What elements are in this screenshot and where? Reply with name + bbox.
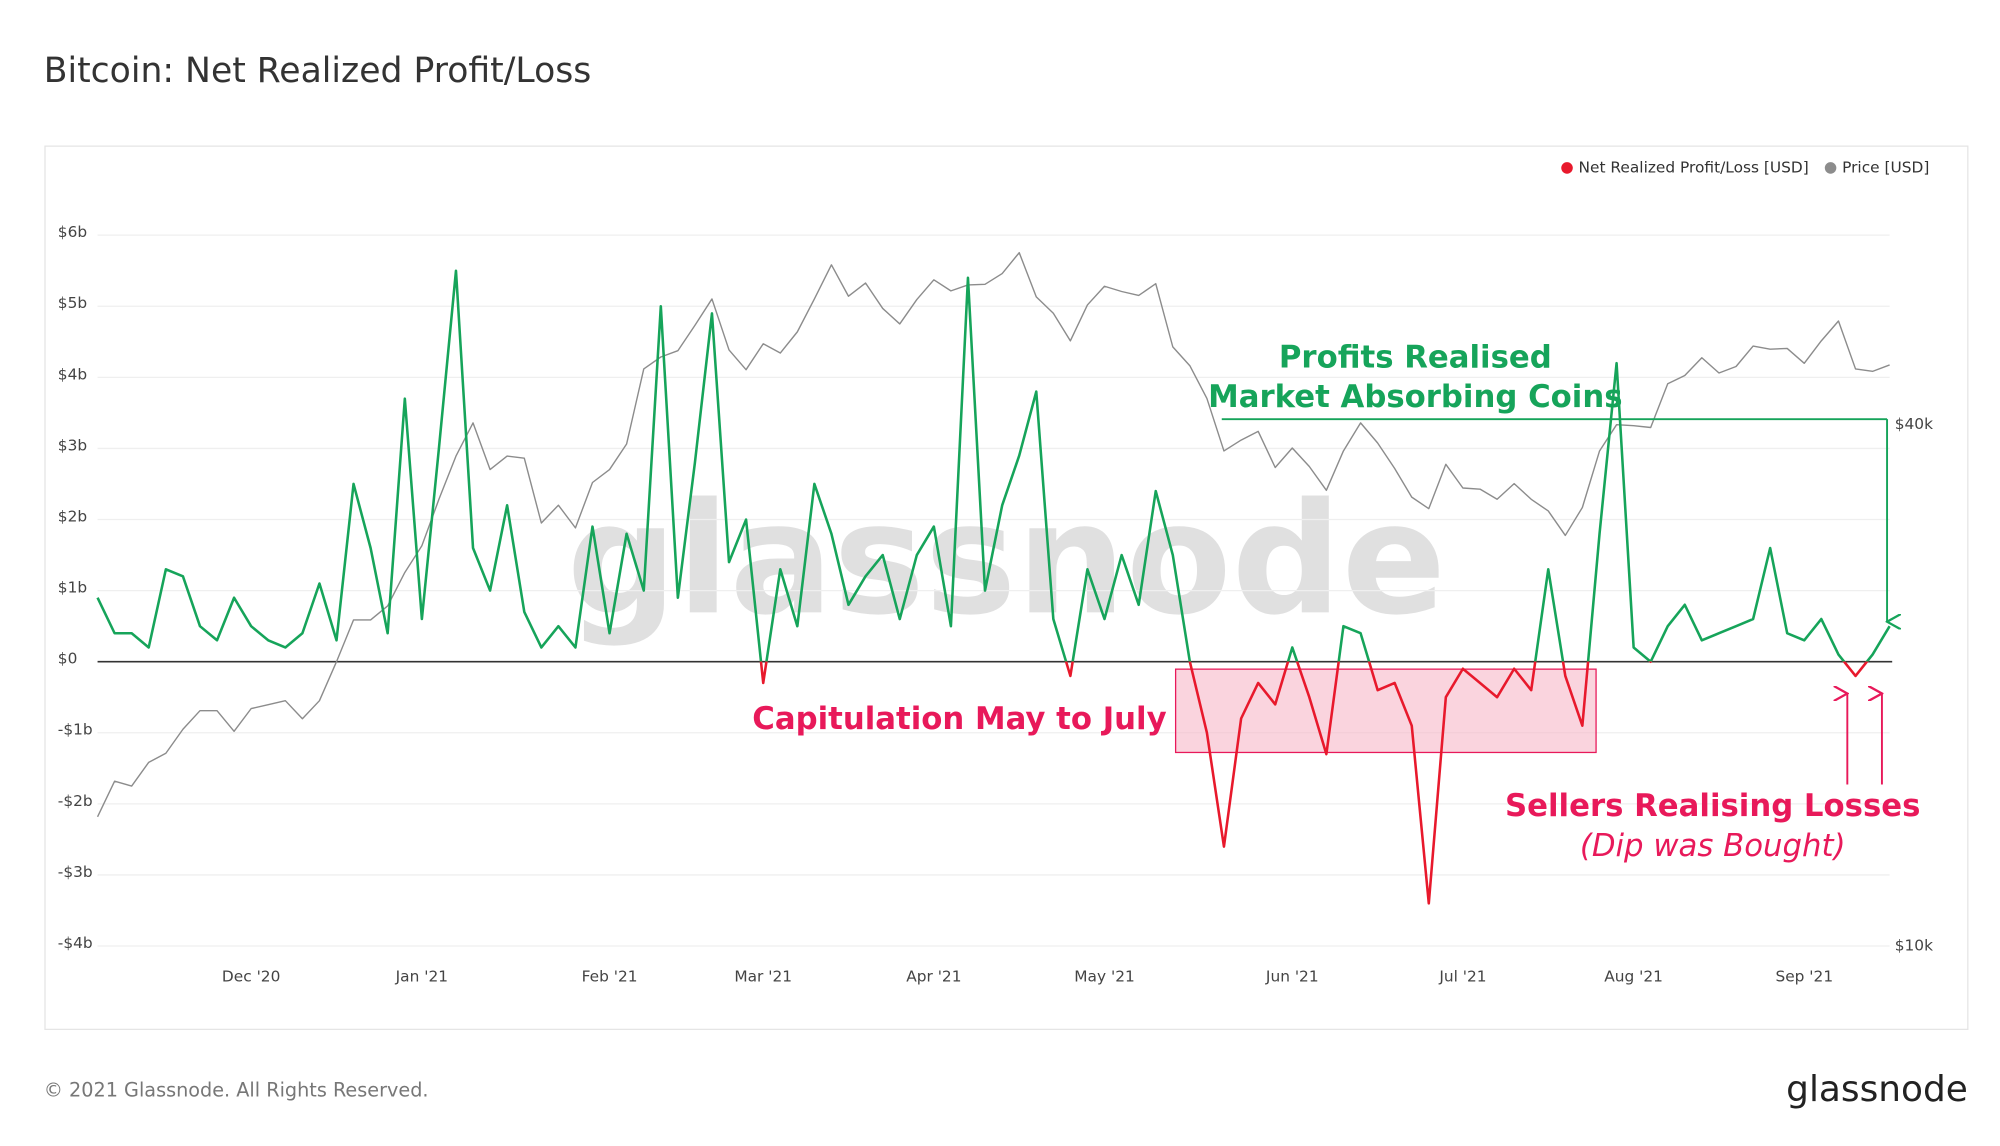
y-tick-label: $5b [58,294,87,312]
legend-swatch [1824,162,1837,174]
y-tick-label: $4b [58,365,87,383]
y-tick-label: $2b [58,507,87,525]
copyright: © 2021 Glassnode. All Rights Reserved. [44,1078,429,1101]
annotation: Sellers Realising Losses [1505,788,1920,824]
y-tick-label: $3b [58,436,87,454]
annotation: (Dip was Bought) [1580,828,1846,864]
y-tick-label: -$2b [58,792,93,810]
chart-title: Bitcoin: Net Realized Profit/Loss [44,51,592,91]
plot-frame [44,145,1969,1030]
logo: glassnode [1786,1069,1968,1110]
annotation: Market Absorbing Coins [1208,379,1622,415]
y-tick-label: $0 [58,650,78,668]
series-line [96,269,1891,905]
y-tick-label: -$1b [58,721,93,739]
annotation: Capitulation May to July [752,701,1166,737]
x-tick-label: Dec '20 [222,967,280,985]
x-tick-label: Jan '21 [395,967,448,985]
legend-label: Price [USD] [1842,158,1929,176]
x-tick-label: Aug '21 [1604,967,1663,985]
legend-swatch [1561,162,1573,174]
y2-tick-label: $40k [1895,415,1933,433]
annotation: Profits Realised [1279,339,1552,375]
series-line [96,251,1890,818]
x-tick-label: Sep '21 [1775,967,1833,985]
x-tick-label: May '21 [1074,967,1134,985]
legend-label: Net Realized Profit/Loss [USD] [1579,158,1809,176]
x-tick-label: Jul '21 [1438,967,1486,985]
x-tick-label: Feb '21 [582,967,638,985]
watermark: glassnode [567,470,1446,649]
y-tick-label: -$4b [58,934,93,952]
x-tick-label: Jun '21 [1265,967,1319,985]
x-tick-label: Mar '21 [734,967,792,985]
y-tick-label: -$3b [58,863,93,881]
y2-tick-label: $10k [1895,937,1933,955]
x-tick-label: Apr '21 [906,967,961,985]
y-tick-label: $1b [58,579,87,597]
y-tick-label: $6b [58,223,87,241]
